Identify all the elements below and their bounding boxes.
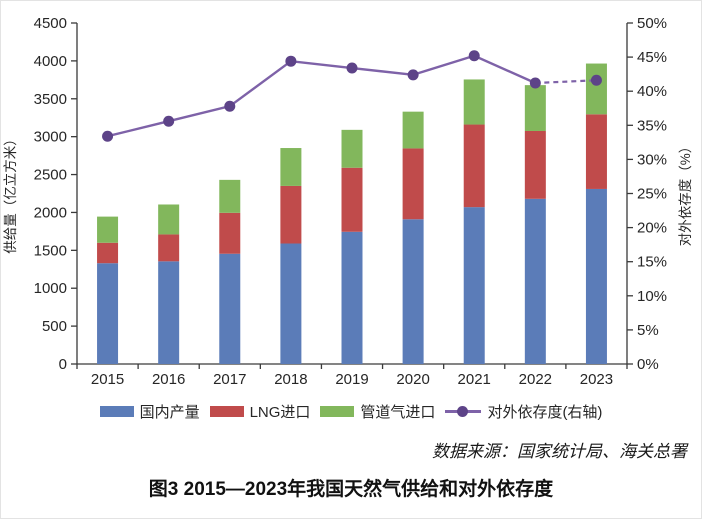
legend-item-对外依存度(右轴): 对外依存度(右轴) [445, 401, 602, 422]
bar-segment [341, 167, 363, 232]
bar-segment [158, 204, 180, 235]
right-tick-label: 20% [637, 220, 667, 237]
line-series-对外依存度(右轴) [102, 50, 602, 142]
bar-segment [341, 231, 363, 364]
legend-label: 对外依存度(右轴) [487, 403, 603, 421]
bar-segment [402, 148, 424, 220]
right-tick-label: 0% [637, 356, 659, 373]
line-marker [163, 115, 175, 127]
right-axis-title: 对外依存度（%） [678, 140, 693, 247]
x-tick-label: 2015 [91, 371, 124, 388]
bar-segment [280, 185, 302, 244]
legend-marker-dot [457, 405, 469, 417]
left-tick-label: 4000 [34, 53, 67, 70]
bar-series-管道气进口 [97, 63, 607, 243]
line-marker [590, 74, 602, 86]
legend-swatch [209, 405, 244, 417]
left-tick-label: 3000 [34, 129, 67, 146]
x-tick-label: 2017 [213, 371, 246, 388]
chart-area: 供给量（亿立方米） 对外依存度（%） 0 500 1000 1500 2000 2500 3… [1, 1, 702, 393]
source-note: 数据来源：国家统计局、海关总署 [432, 442, 687, 462]
x-tick-label: 2022 [519, 371, 552, 388]
bar-segment [97, 263, 119, 364]
bar-segment [280, 148, 302, 186]
bar-segment [402, 219, 424, 364]
left-axis-ticks: 0 500 1000 1500 2000 2500 3000 3500 4000 4500 [34, 15, 77, 373]
right-tick-label: 35% [637, 117, 667, 134]
bar-segment [219, 179, 241, 213]
line-marker [529, 77, 541, 89]
legend-swatch [99, 405, 134, 417]
right-tick-label: 50% [637, 15, 667, 32]
figure-caption: 图3 2015—2023年我国天然气供给和对外依存度 [148, 479, 554, 500]
right-tick-label: 45% [637, 49, 667, 66]
right-tick-label: 40% [637, 83, 667, 100]
left-tick-label: 1500 [34, 242, 67, 259]
bar-segment [524, 130, 546, 199]
x-tick-label: 2021 [458, 371, 491, 388]
x-tick-label: 2018 [274, 371, 307, 388]
right-tick-label: 10% [637, 288, 667, 305]
bar-segment [585, 63, 607, 115]
bar-segment [158, 261, 180, 364]
line-marker [224, 100, 236, 112]
right-tick-label: 30% [637, 151, 667, 168]
bar-segment [97, 242, 119, 264]
line-marker [468, 50, 480, 62]
bar-segment [280, 243, 302, 364]
bar-segment [524, 85, 546, 131]
bar-series-LNG进口 [97, 114, 607, 264]
legend-line-sample [445, 405, 482, 417]
left-tick-label: 1000 [34, 280, 67, 297]
x-tick-label: 2016 [152, 371, 185, 388]
x-tick-label: 2020 [396, 371, 429, 388]
right-tick-label: 15% [637, 254, 667, 271]
line-marker [102, 130, 114, 142]
left-axis-title: 供给量（亿立方米） [3, 132, 18, 254]
bar-segment [463, 79, 485, 125]
line-marker [407, 69, 419, 81]
right-axis-ticks: 0% 5% 10% 15% 20% 25% 30% 35% 40% 45% 50% [627, 15, 667, 373]
chart-legend: 国内产量 LNG进口 管道气进口 对外依存度(右轴) [1, 399, 701, 423]
left-tick-label: 2500 [34, 167, 67, 184]
line-marker [285, 55, 297, 67]
bar-segment [158, 234, 180, 262]
right-tick-label: 5% [637, 322, 659, 339]
legend-swatch [320, 405, 355, 417]
legend-label: 管道气进口 [360, 403, 436, 421]
left-tick-label: 500 [42, 318, 67, 335]
legend-label: LNG进口 [249, 403, 311, 421]
left-tick-label: 2000 [34, 204, 67, 221]
x-tick-label: 2019 [335, 371, 368, 388]
bar-segment [341, 129, 363, 168]
line-marker [346, 62, 358, 74]
legend-item-国内产量: 国内产量 [99, 401, 200, 422]
left-tick-label: 0 [59, 356, 67, 373]
bar-segment [97, 216, 119, 243]
bar-segment [219, 253, 241, 364]
bar-segment [585, 114, 607, 189]
bar-segment [402, 111, 424, 149]
bar-segment [219, 212, 241, 254]
left-tick-label: 4500 [34, 15, 67, 32]
bar-segment [463, 124, 485, 208]
legend-label: 国内产量 [139, 403, 200, 421]
bar-segment [463, 207, 485, 364]
bar-segment [585, 188, 607, 364]
right-tick-label: 25% [637, 186, 667, 203]
x-tick-label: 2023 [580, 371, 613, 388]
legend-item-LNG进口: LNG进口 [209, 401, 311, 422]
left-tick-label: 3500 [34, 91, 67, 108]
bar-series-国内产量 [97, 188, 607, 364]
bar-segment [524, 198, 546, 364]
legend-item-管道气进口: 管道气进口 [320, 401, 435, 422]
chart-canvas: 供给量（亿立方米） 对外依存度（%） 0 500 1000 1500 2000 2500 3… [3, 15, 693, 388]
x-axis-ticks: 2015 2016 2017 2018 2019 2020 2021 2022 2023 [76, 364, 628, 388]
